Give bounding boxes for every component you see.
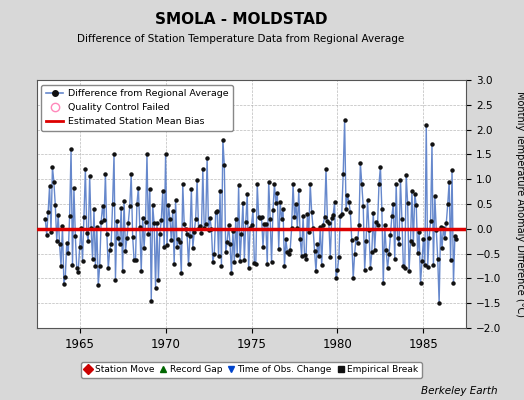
Y-axis label: Monthly Temperature Anomaly Difference (°C): Monthly Temperature Anomaly Difference (… bbox=[515, 91, 524, 317]
Text: SMOLA - MOLDSTAD: SMOLA - MOLDSTAD bbox=[155, 12, 328, 27]
Legend: Station Move, Record Gap, Time of Obs. Change, Empirical Break: Station Move, Record Gap, Time of Obs. C… bbox=[81, 362, 422, 378]
Text: Berkeley Earth: Berkeley Earth bbox=[421, 386, 498, 396]
Text: Difference of Station Temperature Data from Regional Average: Difference of Station Temperature Data f… bbox=[78, 34, 405, 44]
